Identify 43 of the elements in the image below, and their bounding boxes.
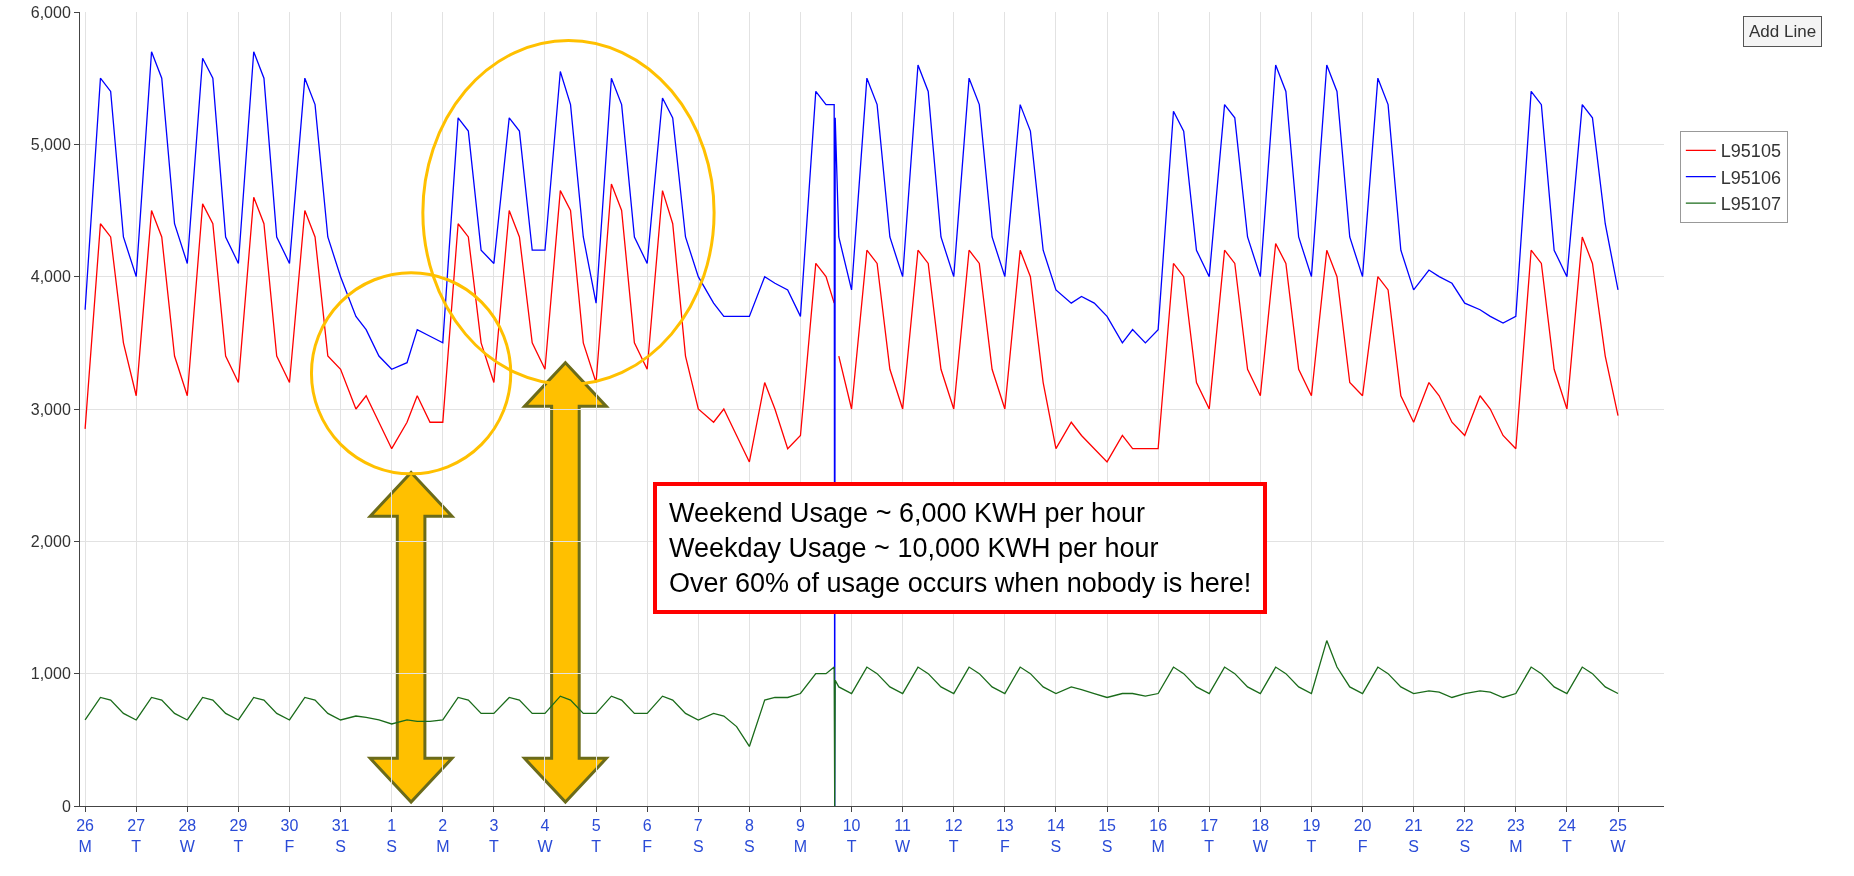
x-tick-label: 15 S (1098, 817, 1117, 855)
x-tick-label: 22 S (1455, 817, 1474, 855)
legend-label: L95106 (1720, 167, 1781, 188)
text: Add Line (1749, 22, 1817, 41)
legend-label: L95107 (1720, 194, 1781, 215)
y-tick-label: 4,000 (30, 268, 71, 286)
x-tick-label: 10 T (842, 817, 861, 855)
x-tick-label: 18 W (1251, 817, 1270, 855)
x-tick-label: 6 F (642, 817, 653, 855)
x-tick-label: 9 M (793, 817, 808, 855)
x-tick-label: 20 F (1353, 817, 1372, 855)
x-tick-label: 2 M (436, 817, 450, 855)
x-tick-label: 31 S (331, 817, 350, 855)
y-tick-label: 6,000 (30, 3, 71, 21)
x-tick-label: 27 T (127, 817, 146, 855)
x-tick-label: 17 T (1200, 817, 1219, 855)
x-tick-label: 28 W (178, 817, 197, 855)
x-tick-label: 30 F (280, 817, 299, 855)
x-tick-label: 12 T (944, 817, 963, 855)
x-tick-label: 3 T (488, 817, 499, 855)
x-tick-label: 25 W (1609, 817, 1628, 855)
y-tick-label: 2,000 (30, 532, 71, 550)
x-tick-label: 1 S (386, 817, 398, 855)
x-tick-label: 11 W (894, 817, 912, 855)
x-tick-label: 21 S (1404, 817, 1423, 855)
x-tick-label: 5 T (591, 817, 602, 855)
x-tick-label: 26 M (76, 817, 95, 855)
x-tick-label: 16 M (1149, 817, 1168, 855)
x-tick-label: 23 M (1506, 817, 1525, 855)
legend-label: L95105 (1720, 141, 1781, 162)
x-tick-label: 13 F (995, 817, 1014, 855)
x-tick-label: 14 S (1047, 817, 1065, 855)
x-tick-label: 19 T (1302, 817, 1321, 855)
y-tick-label: 0 (61, 797, 71, 815)
y-tick-label: 5,000 (30, 135, 71, 153)
x-tick-label: 8 S (744, 817, 755, 855)
x-tick-label: 24 T (1558, 817, 1576, 855)
x-tick-label: 7 S (692, 817, 704, 855)
annotation: Weekend Usage ~ 6,000 KWH per hour Weekday Usage ~ 10,000 KWH per hour Over 60% of usage occurs when nobody is here! (669, 498, 1252, 599)
y-tick-label: 3,000 (30, 400, 71, 418)
y-tick-label: 1,000 (30, 665, 71, 683)
x-tick-label: 4 W (537, 817, 554, 855)
x-tick-label: 29 T (229, 817, 248, 855)
